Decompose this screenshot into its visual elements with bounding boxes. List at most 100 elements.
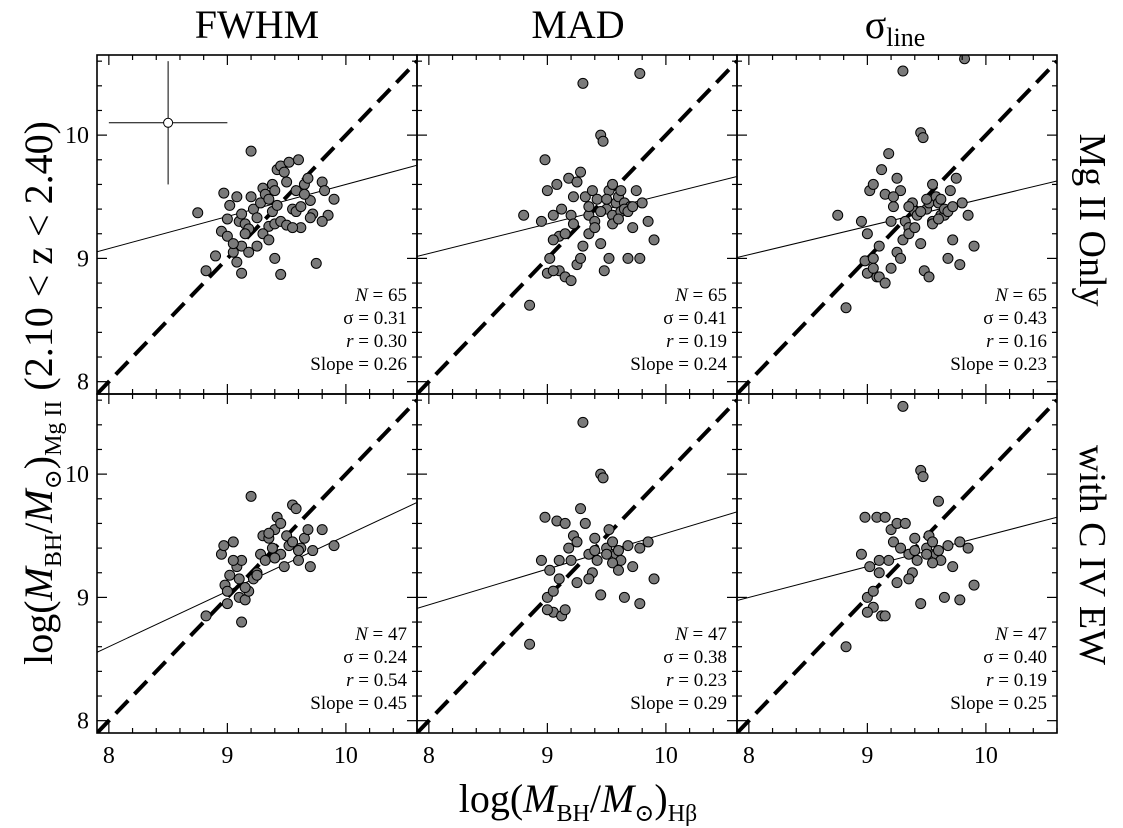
- row-title-mg-ii-only: Mg II Only: [1071, 133, 1113, 306]
- data-point: [200, 265, 212, 277]
- stat-sigma: σ = 0.31: [343, 308, 407, 329]
- data-point: [290, 503, 302, 515]
- data-point: [612, 545, 624, 557]
- data-point: [251, 569, 263, 581]
- data-point: [603, 252, 615, 264]
- data-point: [899, 517, 911, 529]
- data-point: [947, 561, 959, 573]
- data-point: [224, 569, 236, 581]
- stat-n: N = 47: [674, 624, 727, 645]
- data-point: [636, 197, 648, 209]
- stat-n: N = 65: [354, 285, 407, 306]
- one-to-one-line: [737, 59, 1057, 394]
- data-point: [547, 585, 559, 597]
- y-tick-label: 10: [65, 462, 89, 488]
- data-point: [236, 267, 248, 279]
- data-point: [547, 234, 559, 246]
- data-point: [927, 536, 939, 548]
- data-point: [556, 203, 568, 215]
- data-point: [642, 536, 654, 548]
- panel-frame: [736, 393, 1058, 734]
- error-bar-center: [163, 117, 174, 128]
- data-point: [565, 554, 577, 566]
- data-point: [310, 257, 322, 269]
- data-point: [553, 554, 565, 566]
- data-point: [571, 176, 583, 188]
- stat-n: N = 47: [994, 624, 1047, 645]
- fit-line: [417, 176, 737, 257]
- data-point: [873, 554, 885, 566]
- data-point: [302, 172, 314, 184]
- stat-slope: Slope = 0.45: [310, 693, 407, 714]
- data-point: [577, 416, 589, 428]
- data-point: [917, 471, 929, 483]
- x-axis-label: log(MBH/M⊙)Hβ: [459, 776, 698, 827]
- one-to-one-line: [737, 398, 1057, 733]
- stat-r: r = 0.54: [346, 670, 407, 691]
- stat-sigma: σ = 0.38: [663, 647, 727, 668]
- data-point: [864, 561, 876, 573]
- data-point: [591, 554, 603, 566]
- data-point: [218, 187, 230, 199]
- data-point: [245, 490, 257, 502]
- sun-symbol: ⊙: [634, 801, 654, 827]
- data-point: [911, 554, 923, 566]
- y-tick-label: 8: [77, 370, 89, 396]
- data-point: [832, 209, 844, 221]
- data-point: [575, 166, 587, 178]
- data-point: [575, 503, 587, 515]
- data-point: [968, 579, 980, 591]
- data-point: [227, 238, 239, 250]
- data-point: [879, 277, 891, 289]
- data-point: [879, 610, 891, 622]
- data-point: [227, 536, 239, 548]
- data-point: [840, 641, 852, 653]
- data-point: [601, 548, 613, 560]
- row-title-with-c-iv-ew: with C IV EW: [1071, 445, 1113, 665]
- data-point: [915, 238, 927, 250]
- data-point: [595, 589, 607, 601]
- x-tick-label: 8: [103, 743, 115, 769]
- x-tick-label: 8: [743, 743, 755, 769]
- data-point: [873, 567, 885, 579]
- data-point: [909, 532, 921, 544]
- data-point: [231, 191, 243, 203]
- data-point: [547, 209, 559, 221]
- stat-slope: Slope = 0.25: [950, 693, 1047, 714]
- data-point: [259, 554, 271, 566]
- data-point: [921, 548, 933, 560]
- data-point: [221, 598, 233, 610]
- y-tick-label: 8: [77, 709, 89, 735]
- data-point: [586, 185, 598, 197]
- data-point: [577, 240, 589, 252]
- data-point: [855, 215, 867, 227]
- data-point: [221, 585, 233, 597]
- data-point: [571, 536, 583, 548]
- data-point: [251, 212, 263, 224]
- stat-slope: Slope = 0.24: [630, 354, 727, 375]
- data-point: [535, 215, 547, 227]
- data-point: [221, 230, 233, 242]
- data-point: [567, 218, 579, 230]
- x-tick-label: 9: [861, 743, 873, 769]
- data-point: [944, 185, 956, 197]
- data-point: [642, 215, 654, 227]
- data-point: [544, 252, 556, 264]
- data-point: [263, 527, 275, 539]
- column-title-fwhm: FWHM: [195, 2, 319, 47]
- stat-r: r = 0.19: [666, 331, 727, 352]
- data-point: [287, 536, 299, 548]
- data-point: [316, 524, 328, 536]
- data-point: [883, 554, 895, 566]
- data-point: [648, 573, 660, 585]
- data-point: [589, 545, 601, 557]
- data-point: [518, 209, 530, 221]
- data-point: [271, 199, 283, 211]
- data-point: [923, 271, 935, 283]
- data-point: [598, 265, 610, 277]
- data-point: [895, 185, 907, 197]
- stat-sigma: σ = 0.41: [663, 308, 727, 329]
- data-point: [601, 193, 613, 205]
- data-point: [524, 638, 536, 650]
